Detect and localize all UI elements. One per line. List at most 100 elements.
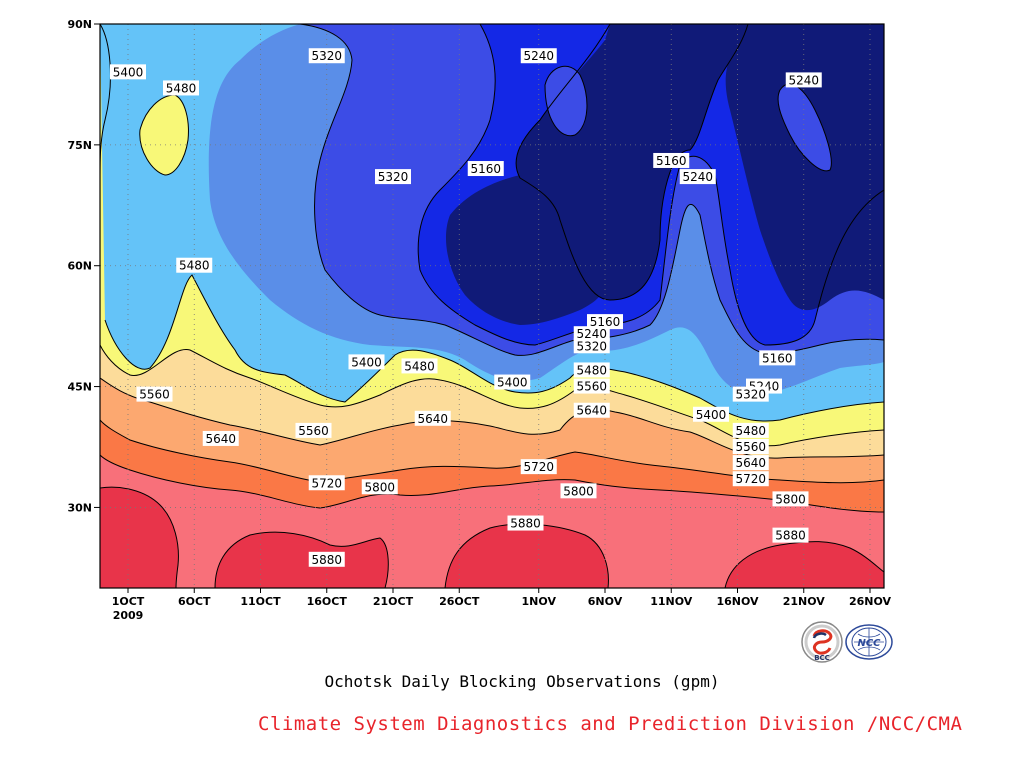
x-tick-label: 11NOV <box>650 595 693 608</box>
contour-label: 5160 <box>759 350 796 366</box>
x-axis: 1OCT 6OCT 11OCT 16OCT 21OCT 26OCT 1NOV 6NOV 11NO… <box>112 588 892 622</box>
plot-frame <box>99 23 885 589</box>
contour-label: 5320 <box>573 338 610 354</box>
contour-label: 5800 <box>772 491 809 507</box>
contour-lines <box>100 24 884 588</box>
contour-label: 5480 <box>176 257 213 273</box>
contour-label-value: 5480 <box>179 259 210 273</box>
contour-label: 5400 <box>693 406 729 422</box>
contour-label: 5320 <box>308 48 345 64</box>
contour-label-value: 5800 <box>775 492 806 506</box>
x-tick-label: 26OCT <box>439 595 480 608</box>
contour-label-value: 5880 <box>311 553 342 567</box>
contour-label-value: 5880 <box>775 529 806 543</box>
contour-label-box <box>772 491 809 507</box>
y-tick-label: 30N <box>67 501 92 514</box>
contour-label-value: 5240 <box>788 73 819 87</box>
contour-label: 5160 <box>587 314 623 330</box>
contour-label: 5480 <box>573 362 610 378</box>
contour-label-value: 5160 <box>762 351 793 365</box>
contour-label-value: 5640 <box>735 456 766 470</box>
contour-label-box <box>202 430 239 446</box>
contour-label-box <box>759 350 796 366</box>
contour-label: 5880 <box>308 551 345 567</box>
contour-label-box <box>573 326 610 342</box>
contour-label: 5160 <box>467 161 504 177</box>
contour-label: 5400 <box>494 374 531 390</box>
x-year-label: 2009 <box>113 609 144 622</box>
contour-label-value: 5160 <box>590 315 621 329</box>
contour-label: 5800 <box>560 483 597 499</box>
contour-label-value: 5560 <box>298 424 329 438</box>
contour-label-value: 5240 <box>682 170 713 184</box>
contour-label: 5560 <box>136 386 173 402</box>
contour-label: 5560 <box>573 378 610 394</box>
contour-label: 5240 <box>573 326 610 342</box>
contour-label-value: 5880 <box>510 517 541 531</box>
contour-label-box <box>295 422 332 438</box>
contour-label-value: 5480 <box>735 424 766 438</box>
contour-label-value: 5480 <box>166 81 197 95</box>
contour-label-value: 5400 <box>113 65 144 79</box>
contour-label-box <box>732 439 769 454</box>
contour-label-box <box>573 362 610 378</box>
contour-label: 5400 <box>110 64 146 80</box>
contour-label-value: 5320 <box>378 170 409 184</box>
contour-label: 5720 <box>732 471 769 487</box>
x-tick-label: 1OCT <box>112 595 145 608</box>
contour-label-value: 5560 <box>735 440 766 454</box>
contour-label-value: 5800 <box>364 480 395 494</box>
contour-label: 5640 <box>732 455 769 471</box>
band-above-5880-a <box>100 487 179 588</box>
contour-label-value: 5240 <box>523 49 554 63</box>
contour-label-box <box>785 72 822 88</box>
contour-label-value: 5640 <box>205 432 236 446</box>
contour-label-box <box>361 479 398 495</box>
contour-label: 5640 <box>414 410 451 426</box>
contour-label-box <box>573 402 610 418</box>
contour-label: 5240 <box>520 48 557 64</box>
contour-label: 5240 <box>785 72 822 88</box>
ncc-logo: NCC <box>844 620 894 664</box>
contour-label: 5640 <box>573 402 610 418</box>
contour-label-value: 5160 <box>656 154 687 168</box>
contour-label-box <box>414 410 451 426</box>
y-tick-label: 45N <box>67 381 92 394</box>
contour-label-box <box>573 378 610 394</box>
band-5240-light-b <box>778 83 832 171</box>
x-tick-label: 1NOV <box>522 595 557 608</box>
contour-label-value: 5400 <box>497 376 528 390</box>
contour-label-box <box>560 483 597 499</box>
contour-label-value: 5320 <box>311 49 342 63</box>
contour-label-value: 5320 <box>576 339 607 353</box>
contour-label: 5560 <box>295 422 332 438</box>
contour-label-box <box>110 64 146 80</box>
contour-label-box <box>732 422 769 438</box>
x-tick-label: 6NOV <box>588 595 623 608</box>
band-5240-light-a <box>545 66 587 136</box>
contour-label: 5800 <box>361 479 398 495</box>
contour-label: 5400 <box>348 354 385 370</box>
band-above-5880-c <box>445 524 609 588</box>
x-tick-label: 11OCT <box>240 595 281 608</box>
contour-label-box <box>348 354 385 370</box>
contour-label-box <box>308 48 345 64</box>
contour-label: 5240 <box>679 169 716 185</box>
contour-label-box <box>136 386 173 402</box>
chart-title: Ochotsk Daily Blocking Observations (gpm… <box>324 672 720 691</box>
contour-label-box <box>772 527 809 543</box>
contour-label-value: 5400 <box>696 408 727 422</box>
x-tick-label: 16NOV <box>716 595 759 608</box>
contour-label-box <box>467 161 504 177</box>
contour-label: 5480 <box>732 422 769 438</box>
contour-label-value: 5720 <box>311 476 342 490</box>
bcc-logo: BCC <box>800 620 844 664</box>
contour-label-box <box>732 471 769 487</box>
contour-label: 5720 <box>308 475 345 491</box>
band-above-5880-b <box>215 532 389 588</box>
x-tick-label: 21NOV <box>783 595 826 608</box>
x-tick-label: 6OCT <box>178 595 211 608</box>
contour-label-box <box>401 358 438 374</box>
contour-label-box <box>732 386 769 402</box>
